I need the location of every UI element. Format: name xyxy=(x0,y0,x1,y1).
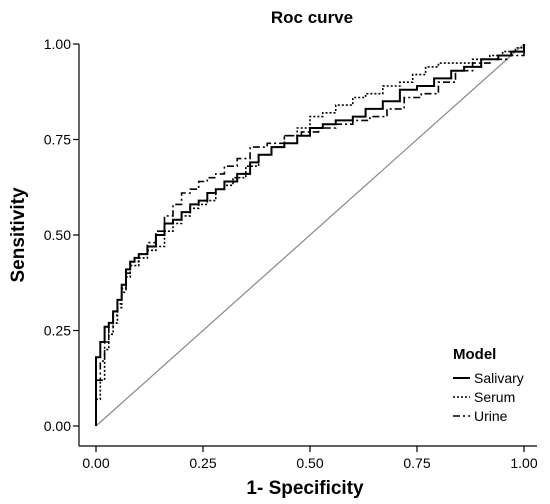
x-axis-title: 1- Specificity xyxy=(246,478,364,499)
series-line-serum xyxy=(96,44,525,401)
legend-title: Model xyxy=(453,346,496,363)
y-axis-ticks: 0.00 0.25 0.50 0.75 1.00 xyxy=(44,36,79,434)
series-line-urine xyxy=(96,44,525,381)
y-tick-label: 1.00 xyxy=(44,36,71,52)
x-tick-label: 0.00 xyxy=(82,455,109,471)
legend-label-urine: Urine xyxy=(474,408,508,424)
reference-diagonal-line xyxy=(95,43,525,427)
legend: Model Salivary Serum Urine xyxy=(453,346,524,424)
legend-label-serum: Serum xyxy=(474,389,515,405)
series-lines xyxy=(95,44,525,426)
x-tick-label: 0.25 xyxy=(189,455,216,471)
chart-title: Roc curve xyxy=(271,8,353,27)
x-axis-ticks: 0.00 0.25 0.50 0.75 1.00 xyxy=(82,446,538,471)
legend-label-salivary: Salivary xyxy=(474,370,524,386)
x-tick-label: 0.75 xyxy=(403,455,430,471)
plot-frame xyxy=(78,44,537,447)
y-tick-label: 0.00 xyxy=(44,418,71,434)
y-axis-title: Sensitivity xyxy=(8,187,29,282)
y-tick-label: 0.25 xyxy=(44,323,71,339)
y-tick-label: 0.50 xyxy=(44,227,71,243)
x-tick-label: 1.00 xyxy=(510,455,537,471)
y-tick-label: 0.75 xyxy=(44,132,71,148)
x-tick-label: 0.50 xyxy=(296,455,323,471)
